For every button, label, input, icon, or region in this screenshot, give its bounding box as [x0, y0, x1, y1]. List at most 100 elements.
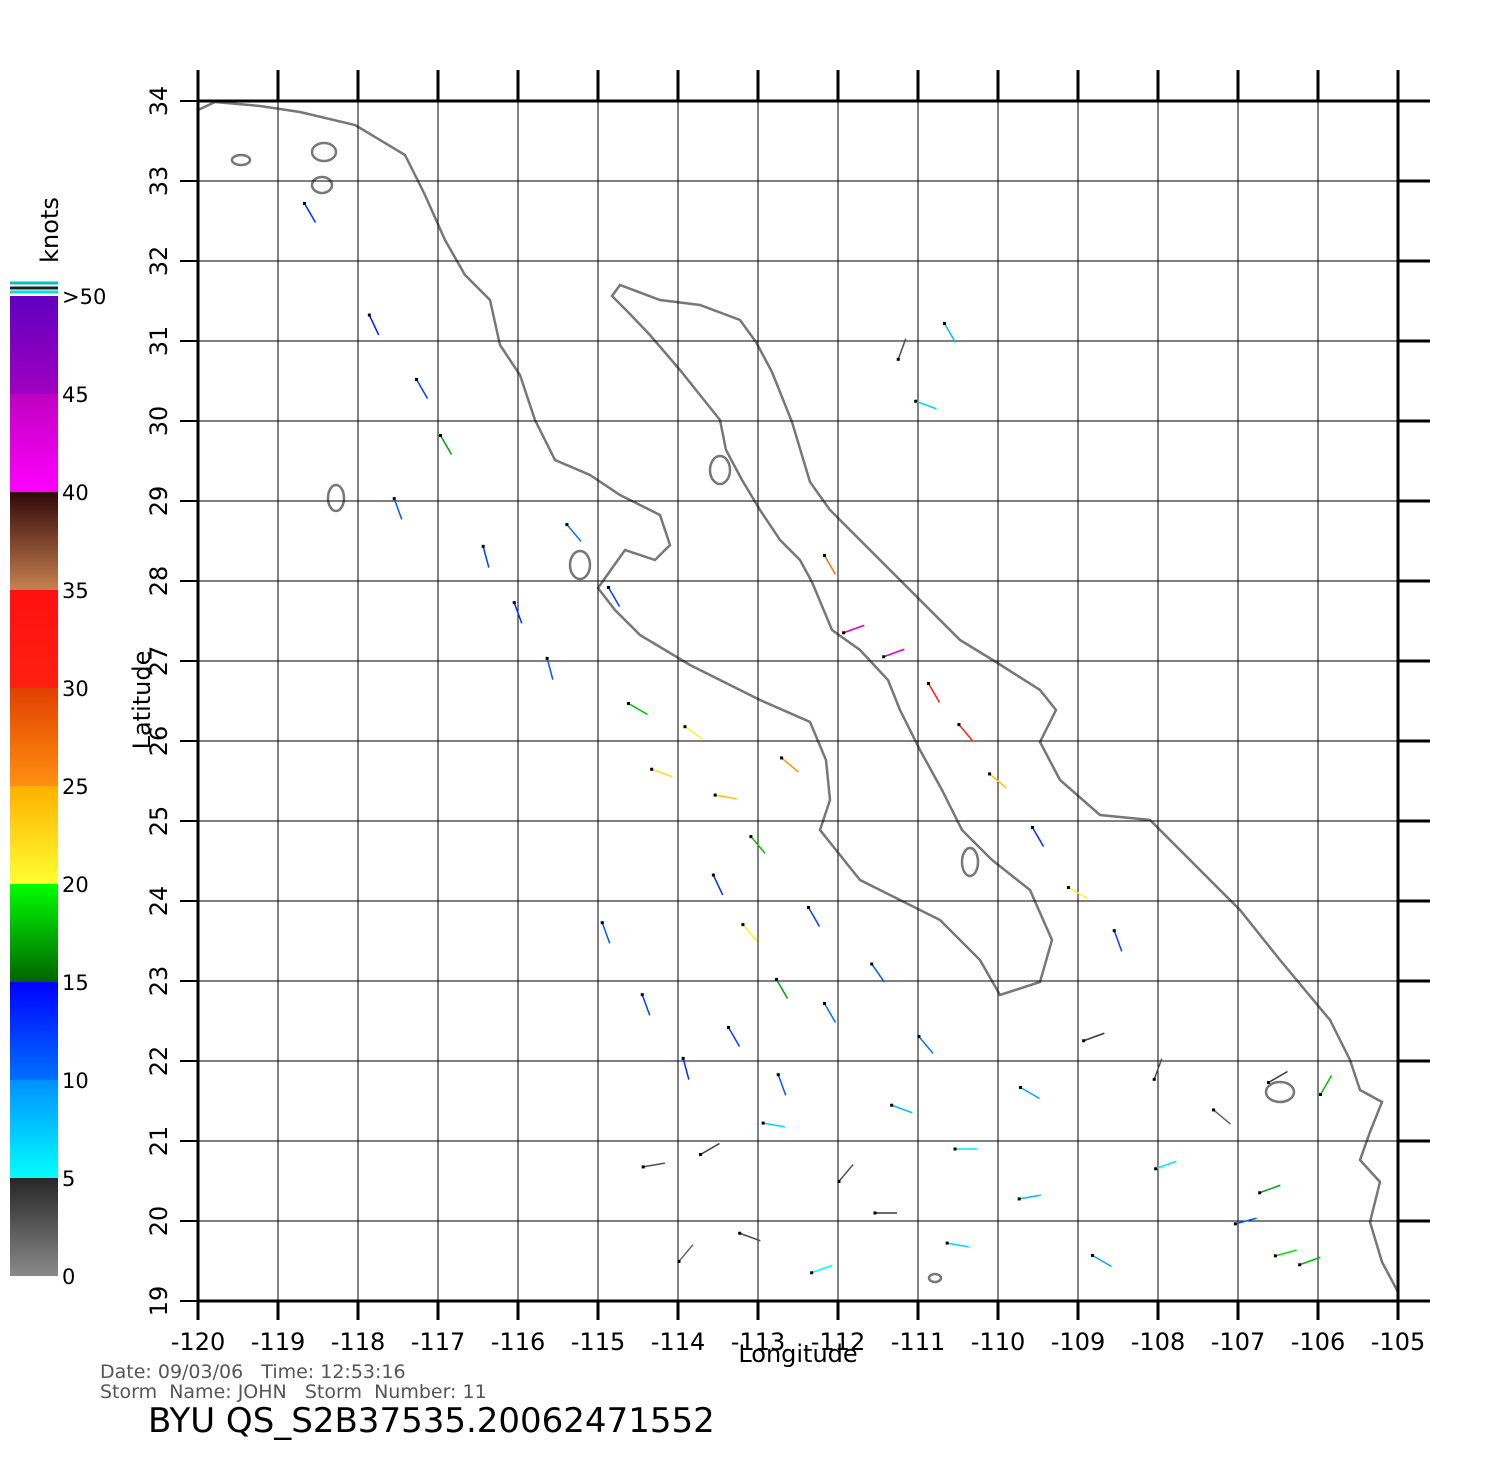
wind-vector-tail — [1319, 1093, 1322, 1097]
wind-vector — [958, 724, 974, 742]
island — [708, 454, 732, 486]
wind-vector — [823, 1003, 837, 1023]
wind-vector-tail — [565, 523, 569, 527]
wind-vector — [628, 702, 648, 716]
island — [310, 141, 338, 163]
wind-vector — [1299, 1256, 1321, 1266]
grid: -120 -119 -118 -117 -116 -115 -114 -113 -112 -111… — [145, 70, 1430, 1356]
y-tick-label: 29 — [145, 486, 173, 517]
wind-vector-tail — [810, 1271, 814, 1275]
wind-vector — [643, 1162, 665, 1168]
wind-vector-tail — [1233, 1222, 1237, 1226]
colorbar-label: 30 — [62, 677, 89, 701]
x-tick-label: -120 — [171, 1328, 225, 1356]
wind-vector — [897, 338, 907, 360]
wind-vector-tail — [873, 1211, 877, 1215]
colorbar-label: 45 — [62, 383, 89, 407]
y-tick-label: 33 — [145, 166, 173, 197]
wind-vector — [989, 773, 1007, 789]
wind-vector — [1092, 1254, 1112, 1268]
wind-vector-tail — [896, 357, 900, 361]
wind-vector-tail — [837, 1179, 841, 1183]
wind-vector — [513, 602, 523, 624]
y-tick-label: 26 — [145, 726, 173, 757]
island — [1264, 1080, 1296, 1104]
colorbar-segment — [10, 786, 58, 884]
wind-vector — [1319, 1075, 1333, 1095]
wind-vector-tail — [738, 1231, 742, 1235]
wind-vector-tail — [761, 1121, 765, 1125]
colorbar-segment — [10, 688, 58, 786]
x-tick-label: -110 — [971, 1328, 1025, 1356]
wind-vector — [700, 1142, 720, 1156]
wind-vector-tail — [775, 977, 778, 981]
wind-vector-tail — [392, 497, 396, 501]
x-tick-label: -107 — [1211, 1328, 1265, 1356]
wind-vector-tail — [890, 1103, 894, 1107]
wind-vector-tail — [367, 313, 371, 317]
island — [326, 483, 346, 513]
wind-vector-tail — [776, 1073, 780, 1077]
y-tick-label: 31 — [145, 326, 173, 357]
x-tick-label: -106 — [1291, 1328, 1345, 1356]
y-tick-label: 23 — [145, 966, 173, 997]
colorbar-label: 10 — [62, 1069, 89, 1093]
wind-vector-tail — [626, 702, 630, 705]
wind-vector — [781, 757, 799, 773]
wind-vector — [393, 498, 403, 520]
wind-vector — [1153, 1058, 1163, 1080]
wind-vector-tail — [1273, 1254, 1277, 1258]
wind-vector-tail — [650, 767, 654, 771]
wind-vector-tail — [512, 601, 516, 605]
colorbar-label: knots — [36, 197, 64, 263]
wind-vector — [1155, 1160, 1177, 1170]
wind-vector — [871, 963, 885, 983]
colorbar-label: 35 — [62, 579, 89, 603]
wind-vector — [607, 587, 621, 607]
wind-vector-tail — [1082, 1039, 1086, 1043]
colorbar-label: >50 — [62, 285, 106, 309]
wind-vector — [546, 658, 554, 680]
wind-vector-tail — [1090, 1254, 1094, 1257]
wind-vector-tail — [1066, 886, 1070, 889]
wind-vector — [807, 907, 821, 927]
y-tick-label: 30 — [145, 406, 173, 437]
colorbar-label: 40 — [62, 481, 89, 505]
wind-vector-tail — [823, 553, 826, 557]
wind-vector — [715, 794, 737, 800]
wind-vector — [1113, 930, 1123, 952]
colorbar-segment — [10, 1080, 58, 1178]
product-title: BYU QS_S2B37535.20062471552 — [148, 1401, 715, 1441]
wind-vector-tail — [927, 681, 930, 685]
y-tick-label: 32 — [145, 246, 173, 277]
wind-vector — [727, 1027, 741, 1047]
x-tick-label: -115 — [571, 1328, 625, 1356]
wind-vector — [1068, 886, 1088, 900]
wind-vector-tail — [1018, 1086, 1022, 1089]
colorbar-label: 5 — [62, 1167, 75, 1191]
storm-line: Storm Name: JOHN Storm Number: 11 — [100, 1381, 487, 1403]
wind-vector — [601, 922, 611, 944]
wind-vector-tail — [807, 905, 810, 909]
y-tick-label: 22 — [145, 1046, 173, 1077]
wind-vector-tail — [439, 433, 442, 437]
wind-vector-tail — [698, 1153, 702, 1156]
x-tick-label: -113 — [731, 1328, 785, 1356]
wind-vector-tail — [681, 1056, 685, 1060]
y-tick-label: 21 — [145, 1126, 173, 1157]
y-axis-label: Latitude — [128, 651, 156, 750]
wind-vector-tail — [1258, 1191, 1262, 1195]
island — [927, 1272, 943, 1284]
island — [310, 175, 334, 195]
colorbar-label: 25 — [62, 775, 89, 799]
wind-vector-tail — [780, 756, 784, 760]
wind-vector-tail — [1266, 1081, 1270, 1084]
y-tick-label: 25 — [145, 806, 173, 837]
wind-vector-tail — [943, 321, 946, 325]
y-tick-label: 28 — [145, 566, 173, 597]
colorbar-segment — [10, 394, 58, 492]
wind-vector — [1020, 1086, 1040, 1100]
wind-vector-tail — [741, 923, 745, 927]
